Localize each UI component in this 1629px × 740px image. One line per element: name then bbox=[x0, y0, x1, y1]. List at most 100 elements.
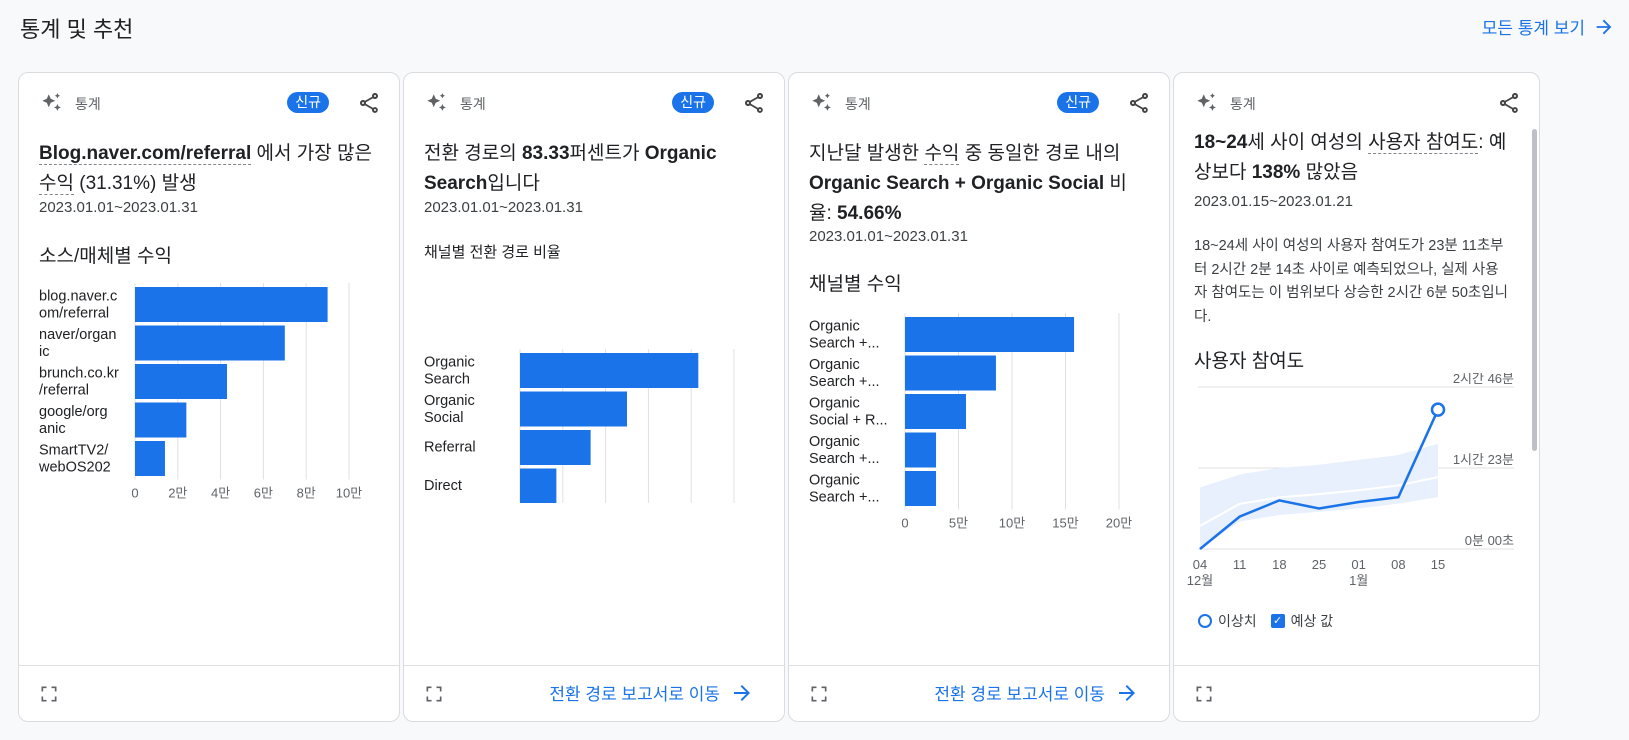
bar bbox=[520, 391, 627, 427]
category-label: brunch.co.kr/referral bbox=[39, 366, 119, 399]
x-tick-label: 0 bbox=[901, 516, 908, 531]
scrollbar[interactable] bbox=[1532, 129, 1537, 451]
category-label: Organic Search +... bbox=[809, 319, 880, 352]
date-range: 2023.01.01~2023.01.31 bbox=[424, 199, 583, 216]
x-tick-label: 4만 bbox=[211, 486, 230, 501]
arrow-right-icon bbox=[1596, 19, 1612, 34]
share-icon[interactable] bbox=[1497, 91, 1521, 115]
card-headline: 지난달 발생한 수익 중 동일한 경로 내의 Organic Search + … bbox=[809, 143, 1127, 224]
expected-value-line bbox=[1199, 476, 1439, 527]
category-label: Organic Social bbox=[424, 393, 475, 426]
conversion-path-report-link[interactable]: 전환 경로 보고서로 이동 bbox=[934, 680, 1139, 705]
sparkle-icon bbox=[812, 93, 831, 111]
bar bbox=[135, 364, 228, 399]
new-badge: 신규 bbox=[1057, 92, 1099, 113]
link-label: 전환 경로 보고서로 이동 bbox=[549, 685, 720, 704]
expand-icon[interactable] bbox=[809, 684, 829, 704]
x-month-label: 1월 bbox=[1349, 573, 1368, 588]
bar bbox=[905, 432, 937, 468]
arrow-right-icon bbox=[734, 684, 750, 701]
card-headline: Blog.naver.com/referral 에서 가장 많은 수익 (31.… bbox=[39, 143, 372, 195]
date-range: 2023.01.01~2023.01.31 bbox=[39, 199, 198, 216]
category-label: Organic Search +... bbox=[809, 434, 880, 467]
bar bbox=[520, 468, 557, 503]
outlier-point bbox=[1430, 402, 1446, 417]
x-tick-label: 18 bbox=[1272, 557, 1286, 572]
category-label: Referral bbox=[424, 440, 476, 456]
share-icon[interactable] bbox=[357, 91, 381, 115]
expand-icon[interactable] bbox=[424, 684, 444, 704]
new-badge: 신규 bbox=[672, 92, 714, 113]
insight-card-4: 통계 18~24세 사이 여성의 사용자 참여도: 예상보다 138% 많았음 … bbox=[1173, 72, 1540, 722]
legend-outlier-label: 이상치 bbox=[1218, 613, 1257, 629]
checkbox-icon[interactable]: ✓ bbox=[1270, 614, 1285, 628]
bar bbox=[520, 430, 591, 465]
bar bbox=[135, 441, 165, 476]
card-type-label: 통계 bbox=[1230, 96, 1256, 112]
chart-title: 채널별 전환 경로 비율 bbox=[424, 244, 561, 261]
x-tick-label: 0 bbox=[131, 486, 138, 501]
insight-description: 18~24세 사이 여성의 사용자 참여도가 23분 11초부터 2시간 2분 … bbox=[1194, 238, 1508, 325]
expand-icon[interactable] bbox=[39, 684, 59, 704]
view-all-label: 모든 통계 보기 bbox=[1481, 19, 1585, 38]
date-range: 2023.01.15~2023.01.21 bbox=[1194, 193, 1353, 210]
bar bbox=[905, 355, 996, 391]
sparkle-icon bbox=[42, 93, 61, 111]
source-medium-revenue-chart: 0 2만 4만 6만 8만 10만 blog.naver.c om/referral naver… bbox=[38, 283, 362, 501]
legend-expected-label: 예상 값 bbox=[1290, 613, 1334, 629]
insight-card-2: 통계 신규 전환 경로의 83.33퍼센트가 Organic Search입니다… bbox=[403, 72, 785, 722]
channel-revenue-chart: 0 5만 10만 15만 20만 Organic Search +... Organic Sea… bbox=[809, 313, 1132, 531]
x-tick-label: 15 bbox=[1431, 557, 1445, 572]
outlier-legend-icon bbox=[1198, 614, 1212, 628]
date-range: 2023.01.01~2023.01.31 bbox=[809, 228, 968, 245]
insight-card-3: 통계 신규 지난달 발생한 수익 중 동일한 경로 내의 Organic Sea… bbox=[788, 72, 1170, 722]
expand-icon[interactable] bbox=[1194, 684, 1214, 704]
y-tick-label: 1시간 23분 bbox=[1453, 452, 1514, 467]
bar bbox=[905, 394, 966, 429]
section-title: 통계 및 추천 bbox=[20, 17, 134, 42]
engagement-line bbox=[1199, 409, 1440, 550]
category-label: google/org anic bbox=[39, 404, 108, 437]
x-tick-label: 11 bbox=[1233, 557, 1247, 572]
x-tick-label: 08 bbox=[1391, 557, 1405, 572]
view-all-stats-link[interactable]: 모든 통계 보기 bbox=[1482, 14, 1615, 39]
x-tick-label: 10만 bbox=[336, 486, 362, 501]
chart-title: 채널별 수익 bbox=[809, 274, 902, 295]
bar bbox=[905, 471, 937, 506]
insight-card-1: 통계 신규 Blog.naver.com/referral 에서 가장 많은 수… bbox=[18, 72, 400, 722]
x-tick-label: 6만 bbox=[254, 486, 273, 501]
category-label: Organic Search bbox=[424, 355, 475, 388]
bar bbox=[135, 287, 328, 322]
category-label: blog.naver.c om/referral bbox=[39, 289, 117, 322]
category-label: Organic Social + R... bbox=[809, 396, 888, 429]
channel-conversion-path-chart: 00.20.40.60.81OrganicSearchOrganicSocial… bbox=[424, 349, 735, 503]
category-label: SmartTV2/webOS202 bbox=[38, 443, 111, 476]
category-label: Direct bbox=[424, 478, 462, 494]
conversion-path-report-link[interactable]: 전환 경로 보고서로 이동 bbox=[549, 680, 754, 705]
x-tick-label: 01 bbox=[1351, 557, 1365, 572]
x-month-label: 12월 bbox=[1187, 573, 1213, 588]
bar bbox=[520, 353, 699, 388]
sparkle-icon bbox=[1197, 93, 1216, 111]
x-tick-label: 5만 bbox=[949, 516, 968, 531]
card-headline: 18~24세 사이 여성의 사용자 참여도: 예상보다 138% 많았음 bbox=[1194, 132, 1507, 183]
x-tick-label: 15만 bbox=[1052, 516, 1078, 531]
x-tick-label: 20만 bbox=[1106, 516, 1132, 531]
category-label: Organic Search +... bbox=[809, 357, 880, 390]
sparkle-icon bbox=[427, 93, 446, 111]
chart-title: 소스/매체별 수익 bbox=[39, 246, 172, 267]
y-tick-label: 0분 00초 bbox=[1465, 533, 1514, 548]
x-tick-label: 25 bbox=[1312, 557, 1326, 572]
bar bbox=[135, 325, 285, 361]
share-icon[interactable] bbox=[742, 91, 766, 115]
category-label: naver/organ ic bbox=[39, 327, 116, 360]
x-tick-label: 04 bbox=[1193, 557, 1207, 572]
share-icon[interactable] bbox=[1127, 91, 1151, 115]
chart-title: 사용자 참여도 bbox=[1194, 351, 1305, 372]
card-type-label: 통계 bbox=[75, 96, 101, 112]
expected-range-band bbox=[1200, 443, 1438, 549]
new-badge: 신규 bbox=[287, 92, 329, 113]
bar bbox=[135, 402, 187, 438]
chart-legend: 이상치 ✓ 예상 값 bbox=[1198, 611, 1333, 631]
x-tick-label: 8만 bbox=[297, 486, 316, 501]
